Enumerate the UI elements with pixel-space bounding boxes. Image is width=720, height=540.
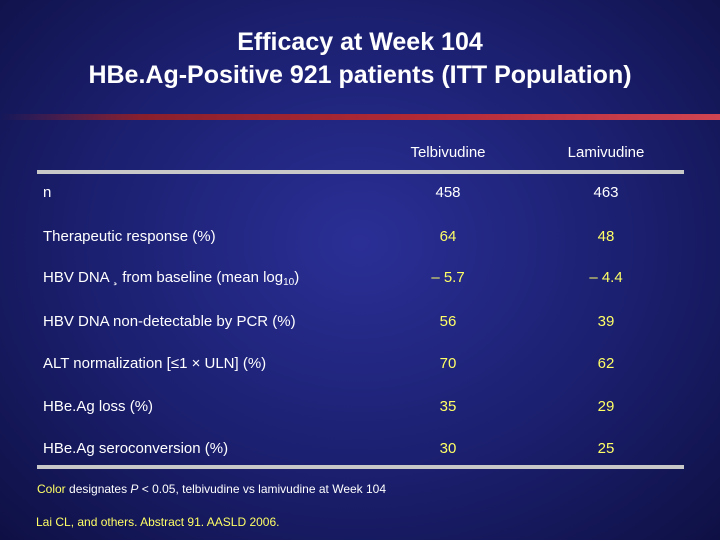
- row-label: n: [43, 184, 52, 201]
- lamivudine-value: 39: [597, 313, 615, 330]
- telbivudine-value: 35: [439, 398, 457, 415]
- table-bottom-rule: [37, 465, 684, 469]
- row-label: Therapeutic response (%): [43, 228, 216, 245]
- column-header-telbivudine: Telbivudine: [410, 144, 486, 161]
- telbivudine-value: 458: [435, 184, 461, 201]
- telbivudine-value: 70: [439, 355, 457, 372]
- footnote-text-2: < 0.05, telbivudine vs lamivudine at Wee…: [138, 482, 387, 496]
- telbivudine-value: 30: [439, 440, 457, 457]
- row-label: ALT normalization [≤1 × ULN] (%): [43, 355, 267, 372]
- decrease-glyph: ¸: [113, 269, 119, 286]
- lamivudine-value: 463: [593, 184, 619, 201]
- telbivudine-value: 56: [439, 313, 457, 330]
- telbivudine-value: 64: [439, 228, 457, 245]
- telbivudine-value: – 5.7: [431, 269, 465, 286]
- row-label: HBV DNA non-detectable by PCR (%): [43, 313, 296, 330]
- table-row-alt-normalization: ALT normalization [≤1 × ULN] (%) 70 62: [0, 355, 720, 377]
- footnote-text-1: designates: [65, 482, 131, 496]
- title-line-2: HBe.Ag-Positive 921 patients (ITT Popula…: [88, 61, 632, 89]
- row-label-suffix: ): [294, 269, 300, 286]
- column-header-lamivudine: Lamivudine: [567, 144, 645, 161]
- footnote-p: P: [130, 482, 139, 496]
- row-label-mid: from baseline (mean log: [118, 269, 284, 286]
- row-label: HBe.Ag loss (%): [43, 398, 154, 415]
- slide-title: Efficacy at Week 104 HBe.Ag-Positive 921…: [0, 26, 720, 92]
- row-label: HBV DNA ¸ from baseline (mean log10): [43, 269, 299, 288]
- table-row-hbeag-loss: HBe.Ag loss (%) 35 29: [0, 398, 720, 420]
- title-line-1: Efficacy at Week 104: [237, 28, 483, 56]
- table-row-hbv-dna-non-detectable: HBV DNA non-detectable by PCR (%) 56 39: [0, 313, 720, 335]
- lamivudine-value: – 4.4: [589, 269, 623, 286]
- table-row-n: n 458 463: [0, 184, 720, 206]
- row-label-prefix: HBV DNA: [43, 269, 114, 286]
- table-top-rule: [37, 170, 684, 174]
- lamivudine-value: 25: [597, 440, 615, 457]
- citation: Lai CL, and others. Abstract 91. AASLD 2…: [36, 515, 280, 529]
- title-divider: [0, 114, 720, 120]
- table-row-therapeutic-response: Therapeutic response (%) 64 48: [0, 228, 720, 250]
- footnote-color-word: Color: [37, 482, 66, 496]
- log-subscript: 10: [283, 277, 295, 288]
- row-label: HBe.Ag seroconversion (%): [43, 440, 229, 457]
- significance-footnote: Color designates P < 0.05, telbivudine v…: [37, 482, 386, 496]
- lamivudine-value: 48: [597, 228, 615, 245]
- table-row-hbeag-seroconversion: HBe.Ag seroconversion (%) 30 25: [0, 440, 720, 462]
- table-row-hbv-dna-change: HBV DNA ¸ from baseline (mean log10) – 5…: [0, 269, 720, 291]
- lamivudine-value: 29: [597, 398, 615, 415]
- lamivudine-value: 62: [597, 355, 615, 372]
